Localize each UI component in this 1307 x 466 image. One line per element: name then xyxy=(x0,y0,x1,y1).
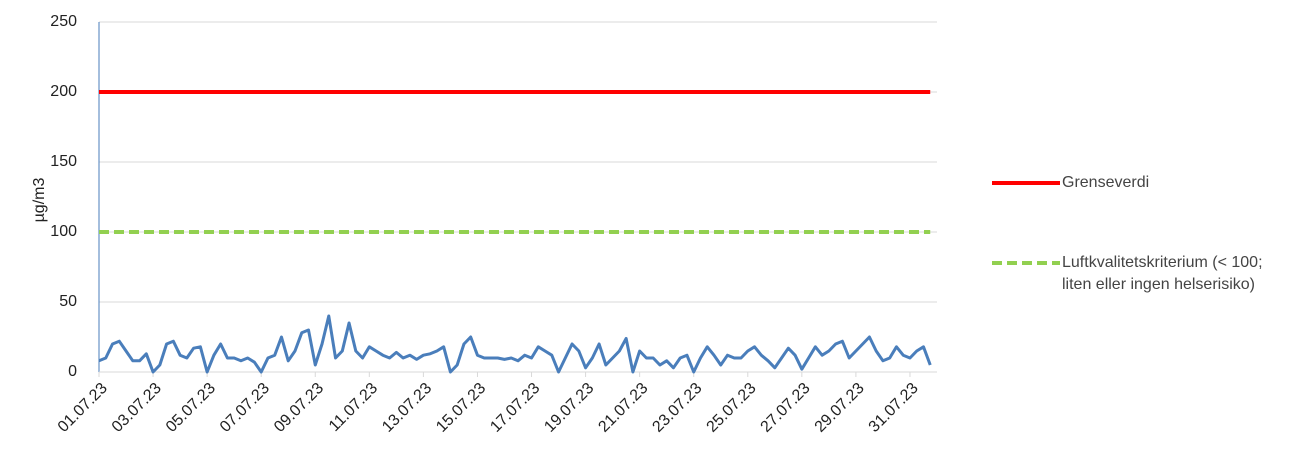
series-line xyxy=(98,314,932,374)
x-tick-label: 21.07.23 xyxy=(595,380,651,436)
legend-label: Grenseverdi xyxy=(1062,174,1150,191)
x-tick-label: 19.07.23 xyxy=(541,380,597,436)
x-tick-label: 07.07.23 xyxy=(217,380,273,436)
y-tick-label: 0 xyxy=(68,363,77,380)
legend-swatch xyxy=(992,181,1060,185)
y-tick-label: 100 xyxy=(50,223,77,240)
legend-label: Luftkvalitetskriterium (< 100; liten ell… xyxy=(1062,254,1263,293)
x-tick-label: 25.07.23 xyxy=(704,380,760,436)
legend-swatch xyxy=(992,261,1060,265)
legend-item: Grenseverdi xyxy=(990,172,1282,194)
x-tick-label: 09.07.23 xyxy=(271,380,327,436)
x-tick-label: 27.07.23 xyxy=(758,380,814,436)
x-tick-label: 11.07.23 xyxy=(326,380,381,435)
legend-item: Luftkvalitetskriterium (< 100; liten ell… xyxy=(990,252,1282,296)
x-tick-label: 05.07.23 xyxy=(163,380,219,436)
y-tick-label: 200 xyxy=(50,83,77,100)
y-axis-label: µg/m3 xyxy=(31,178,48,223)
x-tick-label: 03.07.23 xyxy=(109,380,165,436)
y-tick-label: 50 xyxy=(59,293,77,310)
x-tick-label: 01.07.23 xyxy=(55,380,111,436)
y-tick-label: 250 xyxy=(50,13,77,30)
y-tick-label: 150 xyxy=(50,153,77,170)
x-tick-label: 31.07.23 xyxy=(866,380,922,436)
x-tick-label: 29.07.23 xyxy=(812,380,868,436)
x-tick-label: 13.07.23 xyxy=(379,380,435,436)
x-tick-label: 17.07.23 xyxy=(487,380,543,436)
x-tick-label: 23.07.23 xyxy=(649,380,705,436)
x-tick-label: 15.07.23 xyxy=(433,380,489,436)
